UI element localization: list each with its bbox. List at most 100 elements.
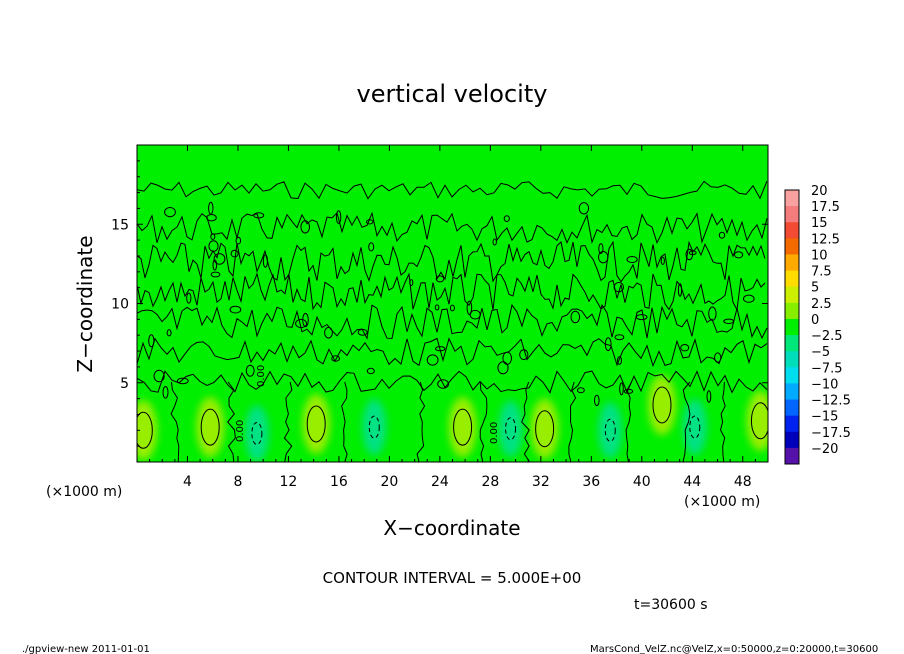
- footer-left: ./gpview-new 2011-01-01: [22, 644, 150, 654]
- colorbar-label: 20: [811, 184, 828, 199]
- colorbar-label: 12.5: [811, 232, 840, 247]
- contour-loop: [626, 256, 638, 263]
- contour-loop: [706, 390, 712, 403]
- velocity-field: [137, 374, 768, 462]
- colorbar-label: 17.5: [811, 200, 840, 215]
- updraft-region: [302, 393, 331, 454]
- colorbar-swatch: [785, 431, 799, 449]
- contour-loop: [300, 220, 311, 234]
- colorbar-label: −12.5: [811, 394, 851, 409]
- contour-loop: [366, 219, 374, 225]
- colorbar-swatch: [785, 415, 799, 433]
- colorbar-label: 7.5: [811, 265, 832, 280]
- contour-loop: [723, 318, 735, 324]
- colorbar-label: 10: [811, 248, 828, 263]
- time-label: t=30600 s: [634, 597, 708, 613]
- contour-loop: [245, 364, 255, 377]
- contour-line: [479, 381, 488, 462]
- x-tick-label: 24: [431, 474, 449, 490]
- contour-loop: [613, 282, 624, 293]
- updraft-region: [448, 397, 477, 458]
- contour-loop: [262, 254, 268, 268]
- contour-loop: [449, 304, 455, 312]
- contour-loop: [617, 356, 622, 365]
- contour-loop: [148, 334, 155, 348]
- contour-loop-negative: [505, 417, 517, 441]
- contour-line: [416, 381, 426, 462]
- downdraft-region: [682, 399, 707, 456]
- y-axis-title: Z−coordinate: [73, 235, 97, 372]
- contour-loop: [743, 294, 755, 303]
- contour-line: [625, 381, 633, 462]
- colorbar-label: −10: [811, 377, 838, 392]
- downdraft-region: [362, 399, 387, 456]
- contour-loop: [570, 310, 581, 324]
- contour-loop: [435, 346, 446, 352]
- contour-loop: [635, 314, 648, 321]
- contour-loop: [750, 402, 768, 440]
- contour-line: [283, 381, 293, 462]
- contour-loop: [714, 352, 722, 363]
- x-unit-right: (×1000 m): [684, 494, 760, 510]
- contour-loop: [503, 215, 510, 223]
- contour-loop: [366, 367, 375, 375]
- downdraft-region: [498, 400, 523, 457]
- contour-loop: [435, 275, 445, 283]
- contour-line: [521, 381, 531, 462]
- contour-loop: [497, 361, 509, 375]
- contour-loop: [718, 231, 726, 239]
- contour-loop-negative: [368, 415, 380, 439]
- contour-loop: [434, 304, 440, 311]
- contour-loop: [466, 300, 473, 315]
- contour-line: [137, 211, 768, 245]
- contour-loop: [594, 394, 600, 407]
- contour-line: [137, 240, 766, 283]
- contour-loop-negative: [689, 415, 701, 439]
- colorbar-label: 2.5: [811, 297, 832, 312]
- colorbar-swatch: [785, 190, 799, 207]
- colorbar-swatch: [785, 222, 799, 239]
- contour-loop: [164, 207, 176, 218]
- colorbar-label: −5: [811, 345, 830, 360]
- x-tick-label: 16: [330, 474, 348, 490]
- x-tick-label: 48: [734, 474, 752, 490]
- contour-loop: [324, 326, 333, 339]
- contour-loop: [502, 351, 513, 365]
- x-tick-label: 40: [633, 474, 651, 490]
- contour-loop: [598, 243, 604, 255]
- contour-loop: [660, 256, 665, 265]
- y-axis-ticks: 5 10 15: [111, 160, 768, 447]
- y-tick-label: 5: [120, 376, 129, 392]
- contour-loop: [208, 240, 219, 252]
- contour-loop: [734, 251, 744, 259]
- contour-loop: [162, 386, 169, 399]
- contour-label: 0.00: [489, 422, 500, 444]
- contour-interval-label: CONTOUR INTERVAL = 5.000E+00: [323, 569, 582, 587]
- contour-loop: [680, 344, 690, 352]
- updraft-region: [746, 390, 768, 451]
- contour-line: [341, 381, 348, 462]
- contour-lines: [137, 180, 768, 462]
- contour-loop: [229, 305, 242, 314]
- contour-loop: [519, 349, 529, 361]
- colorbar-label: 0: [811, 313, 819, 328]
- x-tick-label: 20: [380, 474, 398, 490]
- contour-loop: [210, 271, 221, 278]
- colorbar-swatch: [785, 318, 799, 336]
- contour-loop: [213, 253, 226, 265]
- contour-loop: [176, 377, 189, 385]
- colorbar-label: −7.5: [811, 361, 843, 376]
- contour-loop: [578, 202, 590, 215]
- contour-loop: [535, 410, 555, 448]
- contour-loop: [708, 306, 717, 321]
- contour-line: [137, 180, 768, 200]
- contour-label: 0.00: [256, 365, 267, 387]
- contour-line: [137, 337, 768, 368]
- contour-loop: [306, 405, 326, 443]
- contour-label: 0.00: [235, 420, 246, 442]
- x-tick-label: 8: [233, 474, 242, 490]
- y-tick-label: 15: [111, 217, 129, 233]
- contour-loop-negative: [604, 418, 616, 442]
- colorbar-swatch: [785, 270, 799, 288]
